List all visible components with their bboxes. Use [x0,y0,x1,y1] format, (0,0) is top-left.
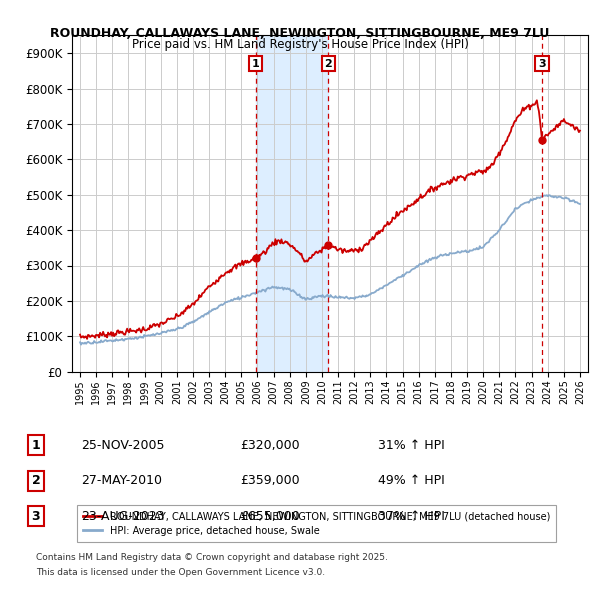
Text: Contains HM Land Registry data © Crown copyright and database right 2025.: Contains HM Land Registry data © Crown c… [36,553,388,562]
Text: £320,000: £320,000 [240,439,299,452]
Text: ROUNDHAY, CALLAWAYS LANE, NEWINGTON, SITTINGBOURNE, ME9 7LU: ROUNDHAY, CALLAWAYS LANE, NEWINGTON, SIT… [50,27,550,40]
Text: 25-NOV-2005: 25-NOV-2005 [81,439,164,452]
Text: 1: 1 [32,439,40,452]
Text: 3: 3 [32,510,40,523]
Text: 2: 2 [32,474,40,487]
Text: 2: 2 [325,59,332,68]
Bar [256,35,328,372]
Text: £655,000: £655,000 [240,510,300,523]
Text: 23-AUG-2023: 23-AUG-2023 [81,510,164,523]
Text: 3: 3 [538,59,546,68]
Text: This data is licensed under the Open Government Licence v3.0.: This data is licensed under the Open Gov… [36,568,325,577]
Text: 31% ↑ HPI: 31% ↑ HPI [378,439,445,452]
Text: £359,000: £359,000 [240,474,299,487]
Text: Price paid vs. HM Land Registry's House Price Index (HPI): Price paid vs. HM Land Registry's House … [131,38,469,51]
Text: 49% ↑ HPI: 49% ↑ HPI [378,474,445,487]
Text: 27-MAY-2010: 27-MAY-2010 [81,474,162,487]
Text: 37% ↑ HPI: 37% ↑ HPI [378,510,445,523]
Text: 1: 1 [252,59,260,68]
Legend: ROUNDHAY, CALLAWAYS LANE, NEWINGTON, SITTINGBOURNE, ME9 7LU (detached house), HP: ROUNDHAY, CALLAWAYS LANE, NEWINGTON, SIT… [77,505,556,542]
